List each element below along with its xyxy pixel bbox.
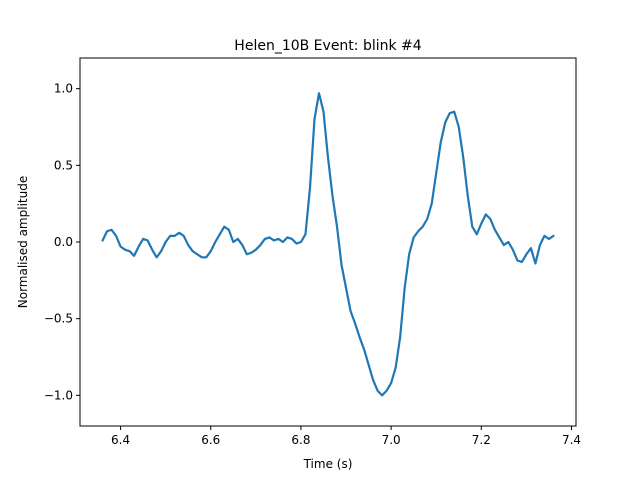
y-axis-ticks: −1.0 −0.5 0.0 0.5 1.0: [44, 82, 80, 402]
y-tick-label: 1.0: [54, 82, 73, 96]
x-tick-label: 7.4: [562, 433, 581, 447]
x-tick-label: 6.4: [111, 433, 130, 447]
x-tick-label: 7.0: [382, 433, 401, 447]
x-tick-label: 6.8: [291, 433, 310, 447]
series-line: [101, 92, 555, 397]
chart-title: Helen_10B Event: blink #4: [234, 38, 421, 54]
x-tick-label: 6.6: [201, 433, 220, 447]
y-tick-label: −1.0: [44, 388, 73, 402]
y-axis-label: Normalised amplitude: [16, 176, 30, 308]
y-tick-label: −0.5: [44, 312, 73, 326]
x-tick-label: 7.2: [472, 433, 491, 447]
plot-area-frame: [79, 57, 577, 427]
x-axis-ticks: 6.4 6.6 6.8 7.0 7.2 7.4: [111, 426, 581, 447]
y-tick-label: 0.5: [54, 158, 73, 172]
y-tick-label: 0.0: [54, 235, 73, 249]
x-axis-label: Time (s): [303, 457, 353, 471]
